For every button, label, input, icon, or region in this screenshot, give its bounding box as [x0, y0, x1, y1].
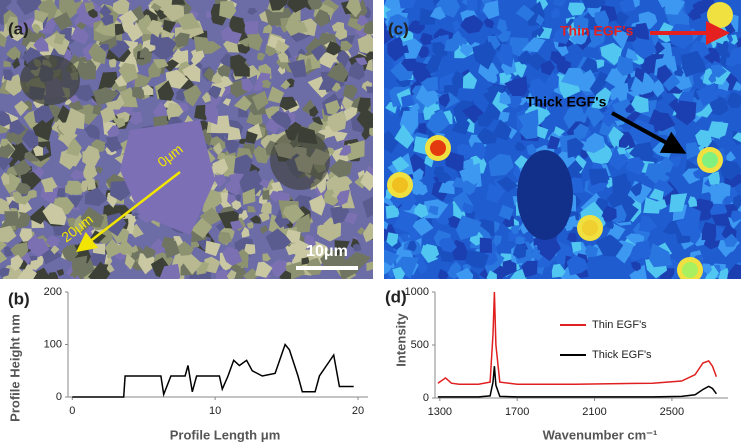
page: 0μm 20μm 10μm (a) (c) Thin EGF's Thick E…	[0, 0, 741, 446]
x-axis-title: Profile Length μm	[170, 427, 281, 442]
profile-line	[72, 345, 353, 398]
hotspot	[712, 7, 728, 23]
x-tick-label: 10	[209, 405, 221, 417]
dark-region	[270, 130, 330, 190]
dark-region	[517, 150, 573, 240]
panel-label: (d)	[385, 287, 407, 306]
y-tick-label: 0	[423, 392, 429, 404]
panel-label: (b)	[8, 289, 30, 308]
panel-label: (c)	[388, 19, 409, 38]
hotspot	[702, 152, 718, 168]
x-tick-label: 2100	[582, 406, 606, 418]
hotspot	[392, 177, 408, 193]
legend-label: Thin EGF's	[592, 319, 647, 331]
hotspot	[682, 262, 698, 278]
grain	[516, 236, 525, 244]
x-axis-title: Wavenumber cm⁻¹	[543, 427, 658, 442]
grain	[206, 11, 212, 18]
grain	[93, 244, 105, 255]
grain	[172, 0, 186, 5]
x-tick-label: 0	[69, 405, 75, 417]
legend-label: Thick EGF's	[592, 349, 652, 361]
y-tick-label: 200	[44, 286, 62, 298]
y-tick-label: 100	[44, 338, 62, 350]
y-tick-label: 500	[411, 339, 429, 351]
grain	[109, 59, 117, 68]
raman-map	[374, 0, 741, 293]
y-tick-label: 1000	[405, 286, 429, 298]
x-tick-label: 20	[352, 405, 364, 417]
thin-label: Thin EGF's	[560, 23, 634, 39]
y-axis-title: Profile Height nm	[7, 314, 22, 422]
grain	[645, 163, 666, 177]
dark-region	[20, 55, 80, 105]
grain	[467, 0, 478, 11]
hotspot	[582, 220, 598, 236]
x-tick-label: 1700	[505, 406, 529, 418]
series-line	[438, 292, 717, 384]
x-tick-label: 2500	[660, 406, 684, 418]
thick-label: Thick EGF's	[526, 94, 607, 110]
grain	[480, 238, 492, 254]
scale-label: 10μm	[306, 243, 348, 260]
y-axis-title: Intensity	[393, 313, 408, 367]
grain	[57, 188, 66, 198]
grain	[4, 211, 19, 226]
y-tick-label: 0	[56, 391, 62, 403]
hotspot	[430, 140, 446, 156]
figure: 0μm 20μm 10μm (a) (c) Thin EGF's Thick E…	[0, 0, 741, 446]
x-tick-label: 1300	[428, 406, 452, 418]
panel-label: (a)	[8, 19, 29, 38]
